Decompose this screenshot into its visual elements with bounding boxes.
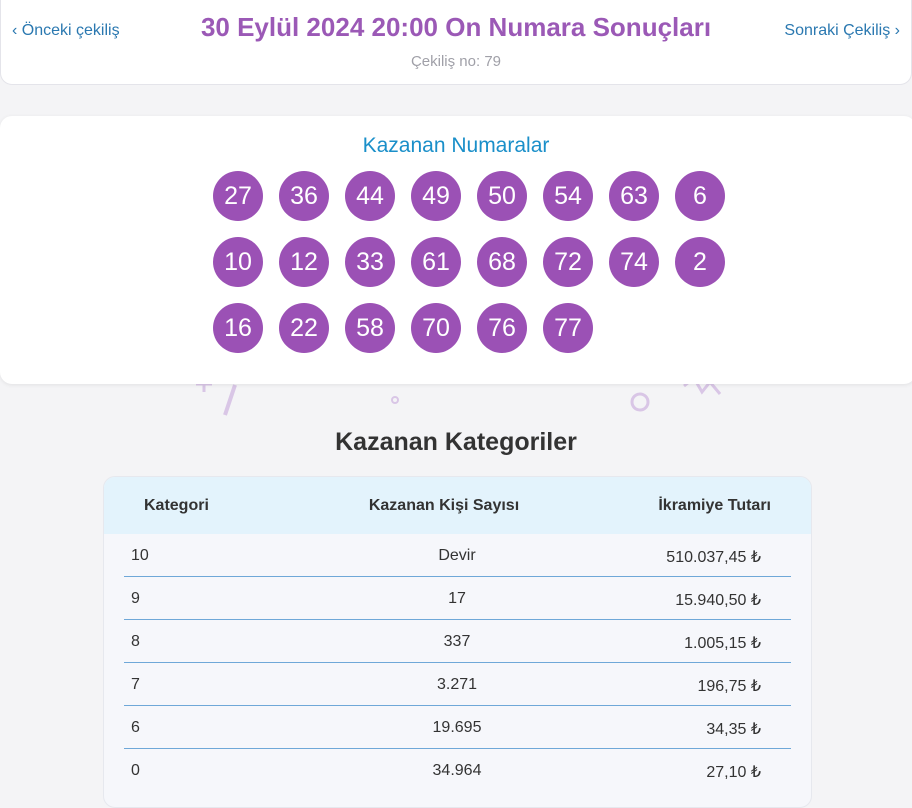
table-cell: 337 — [443, 633, 471, 650]
table-cell: 8 — [131, 633, 140, 650]
table-cell: 10 — [131, 547, 149, 564]
column-header: İkramiye Tutarı — [658, 497, 771, 514]
prev-link-text[interactable]: Önceki çekiliş — [21, 22, 120, 39]
winning-title: Kazanan Numaralar — [362, 134, 550, 157]
number-ball: 12 — [279, 237, 329, 287]
row-separator — [124, 705, 791, 706]
number-ball: 50 — [477, 171, 527, 221]
table-cell: 6 — [131, 719, 140, 736]
page-title: 30 Eylül 2024 20:00 On Numara Sonuçları — [200, 12, 712, 42]
next-link[interactable]: Sonraki Çekiliş › — [784, 22, 900, 39]
number-ball: 27 — [213, 171, 263, 221]
number-ball: 54 — [543, 171, 593, 221]
table-header: Kategori Kazanan Kişi Sayısı İkramiye Tuta… — [104, 477, 811, 534]
table-cell: 17 — [448, 590, 466, 607]
number-ball: 10 — [213, 237, 263, 287]
table-cell: Devir — [438, 547, 476, 564]
row-separator — [124, 748, 791, 749]
table-cell: 510.037,45 ₺ — [666, 549, 761, 566]
number-ball: 63 — [609, 171, 659, 221]
number-ball: 76 — [477, 303, 527, 353]
column-header: Kazanan Kişi Sayısı — [368, 497, 520, 514]
table-cell: 27,10 ₺ — [706, 764, 761, 781]
table-cell: 9 — [131, 590, 140, 607]
prev-link[interactable]: ‹ Önceki çekiliş — [12, 22, 120, 39]
table-cell: 34,35 ₺ — [706, 721, 761, 738]
number-ball: 74 — [609, 237, 659, 287]
column-header: Kategori — [144, 497, 209, 514]
next-link-text[interactable]: Sonraki Çekiliş — [784, 22, 891, 39]
number-ball: 16 — [213, 303, 263, 353]
table-cell: 15.940,50 ₺ — [675, 592, 761, 609]
table-cell: 3.271 — [436, 676, 478, 693]
row-separator — [124, 662, 791, 663]
number-ball: 61 — [411, 237, 461, 287]
number-ball: 36 — [279, 171, 329, 221]
number-ball: 33 — [345, 237, 395, 287]
row-separator — [124, 576, 791, 577]
header-card — [0, 0, 912, 85]
number-ball: 6 — [675, 171, 725, 221]
number-ball: 72 — [543, 237, 593, 287]
number-ball: 22 — [279, 303, 329, 353]
table-cell: 1.005,15 ₺ — [684, 635, 761, 652]
number-ball: 77 — [543, 303, 593, 353]
number-ball: 58 — [345, 303, 395, 353]
categories-table: Kategori Kazanan Kişi Sayısı İkramiye Tuta… — [103, 476, 812, 808]
table-cell: 0 — [131, 762, 140, 779]
table-cell: 34.964 — [432, 762, 482, 779]
table-cell: 19.695 — [432, 719, 482, 736]
categories-title: Kazanan Kategoriler — [335, 428, 577, 456]
table-cell: 7 — [131, 676, 140, 693]
table-cell: 196,75 ₺ — [697, 678, 761, 695]
number-ball: 2 — [675, 237, 725, 287]
draw-number: Çekiliş no: 79 — [410, 53, 502, 70]
number-ball: 70 — [411, 303, 461, 353]
row-separator — [124, 619, 791, 620]
number-ball: 44 — [345, 171, 395, 221]
number-ball: 49 — [411, 171, 461, 221]
number-ball: 68 — [477, 237, 527, 287]
